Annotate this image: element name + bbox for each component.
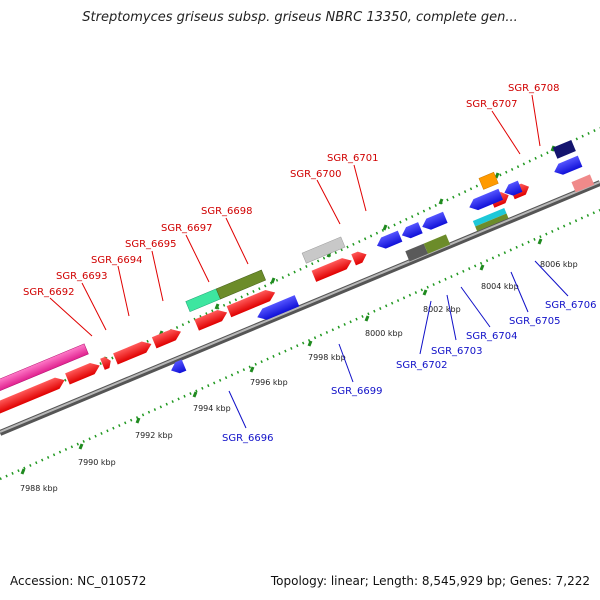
- tick-mark: [135, 417, 141, 424]
- gene-label[interactable]: SGR_6699: [331, 386, 383, 397]
- tick-mark: [438, 198, 444, 205]
- gene-label[interactable]: SGR_6692: [23, 287, 75, 298]
- gene-forward[interactable]: [351, 249, 369, 266]
- gene-SGR_6698[interactable]: [215, 269, 266, 300]
- gene-label[interactable]: SGR_6695: [125, 239, 177, 250]
- leader-line: [228, 390, 247, 429]
- tick-mark: [382, 224, 388, 231]
- gene-SGR_6705[interactable]: [475, 213, 509, 232]
- gene-label[interactable]: SGR_6704: [466, 331, 518, 342]
- leader-line: [185, 234, 210, 283]
- map-title: Streptomyces griseus subsp. griseus NBRC…: [82, 10, 518, 25]
- tick-mark: [249, 366, 255, 373]
- leader-line: [460, 286, 491, 328]
- leader-line: [81, 282, 107, 331]
- bottom-leader-lines: [228, 260, 569, 429]
- gene-label[interactable]: SGR_6702: [396, 360, 448, 371]
- gene-forward[interactable]: [194, 307, 229, 331]
- tick-mark: [78, 443, 84, 450]
- gene-label[interactable]: SGR_6693: [56, 271, 108, 282]
- leader-line: [491, 110, 521, 155]
- gene-label[interactable]: SGR_6705: [509, 316, 561, 327]
- gene-label[interactable]: SGR_6700: [290, 169, 342, 180]
- leader-line: [49, 297, 93, 337]
- gene-reverse[interactable]: [552, 155, 583, 178]
- gene-SGR_6707[interactable]: [478, 171, 499, 190]
- gene-reverse[interactable]: [467, 188, 504, 213]
- gene-label[interactable]: SGR_6696: [222, 433, 274, 444]
- tick-label: 8000 kbp: [365, 329, 403, 338]
- leader-line: [225, 217, 249, 265]
- genome-backbone-highlight: [0, 181, 600, 433]
- gene-forward[interactable]: [151, 326, 183, 349]
- lower-dotted-track: [0, 208, 600, 481]
- leader-line: [531, 94, 541, 147]
- tick-mark: [422, 289, 428, 296]
- tick-label: 7990 kbp: [78, 458, 116, 467]
- gene-reverse[interactable]: [420, 211, 448, 233]
- tick-label: 7996 kbp: [250, 378, 288, 387]
- tick-mark: [550, 145, 556, 152]
- accession-label: Accession: NC_010572: [10, 574, 147, 588]
- top-leader-lines: [49, 94, 541, 337]
- gene-forward[interactable]: [226, 287, 278, 318]
- tick-label: 7988 kbp: [20, 484, 58, 493]
- tick-mark: [192, 391, 198, 398]
- tick-mark: [20, 468, 26, 475]
- gene-tracks: [0, 139, 595, 425]
- leader-line: [338, 343, 354, 383]
- gene-label[interactable]: SGR_6703: [431, 346, 483, 357]
- gene-SGR_6692[interactable]: [0, 343, 89, 406]
- tick-label: 8004 kbp: [481, 282, 519, 291]
- tick-label: 7998 kbp: [308, 353, 346, 362]
- leader-line: [534, 260, 569, 297]
- tick-mark: [307, 340, 313, 347]
- tick-mark: [537, 238, 543, 245]
- gene-reverse[interactable]: [502, 180, 523, 199]
- leader-line: [316, 179, 341, 225]
- gene-pink-far[interactable]: [571, 174, 595, 193]
- leader-line: [151, 250, 164, 302]
- lower-track-ticks: [20, 238, 543, 475]
- tick-label: 8002 kbp: [423, 305, 461, 314]
- leader-line: [419, 300, 432, 355]
- gene-label[interactable]: SGR_6698: [201, 206, 253, 217]
- gene-label[interactable]: SGR_6694: [91, 255, 143, 266]
- tick-mark: [479, 264, 485, 271]
- tick-mark: [364, 315, 370, 322]
- gene-forward[interactable]: [65, 360, 102, 385]
- tick-label: 7992 kbp: [135, 431, 173, 440]
- leader-line: [510, 271, 529, 313]
- tick-label: 7994 kbp: [193, 404, 231, 413]
- leader-line: [117, 265, 130, 317]
- gene-reverse[interactable]: [255, 295, 300, 323]
- tick-mark: [270, 277, 276, 284]
- gene-forward[interactable]: [0, 375, 67, 425]
- gene-reverse[interactable]: [400, 222, 423, 241]
- gene-SGR_6704[interactable]: [472, 207, 507, 227]
- gene-reverse[interactable]: [375, 230, 403, 252]
- tick-mark: [494, 172, 500, 179]
- gene-SGR_6708[interactable]: [552, 139, 576, 159]
- tick-label: 8006 kbp: [540, 260, 578, 269]
- leader-line: [446, 294, 457, 341]
- gene-forward[interactable]: [311, 255, 354, 282]
- genome-summary: Topology: linear; Length: 8,545,929 bp; …: [270, 574, 590, 588]
- gene-forward[interactable]: [113, 338, 154, 365]
- tick-mark: [214, 303, 220, 310]
- upper-dotted-track: [0, 126, 600, 413]
- gene-label[interactable]: SGR_6701: [327, 153, 379, 164]
- leader-line: [353, 164, 367, 212]
- gene-label[interactable]: SGR_6706: [545, 300, 597, 311]
- gene-SGR_6702[interactable]: [405, 243, 428, 262]
- gene-SGR_6700[interactable]: [301, 236, 346, 264]
- gene-label[interactable]: SGR_6697: [161, 223, 213, 234]
- gene-forward[interactable]: [100, 355, 113, 370]
- gene-SGR_6703[interactable]: [423, 234, 451, 254]
- gene-reverse[interactable]: [169, 359, 187, 376]
- gene-label[interactable]: SGR_6707: [466, 99, 518, 110]
- gene-label[interactable]: SGR_6708: [508, 83, 560, 94]
